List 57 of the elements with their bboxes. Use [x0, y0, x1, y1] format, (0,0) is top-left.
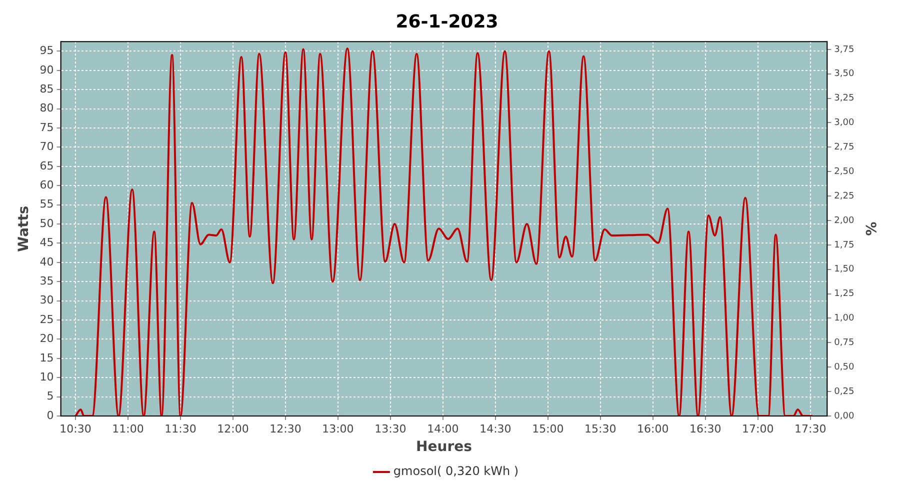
- x-tick-label: 16:00: [637, 422, 669, 436]
- x-tick-label: 14:30: [480, 422, 512, 436]
- y-tick-label: 75: [40, 120, 54, 134]
- y-axis-title: Watts: [16, 206, 32, 252]
- x-tick-label: 15:00: [532, 422, 564, 436]
- y-tick-label: 95: [40, 44, 54, 58]
- x-tick-label: 12:00: [217, 422, 249, 436]
- y2-tick-label: 2,25: [834, 191, 854, 202]
- y-tick-label: 20: [40, 332, 54, 346]
- y2-tick-label: 3,50: [834, 69, 854, 80]
- y-tick-label: 60: [40, 178, 54, 192]
- y-tick-label: 40: [40, 255, 54, 268]
- y2-tick-label: 3,25: [834, 94, 854, 104]
- y2-tick-label: 2,75: [834, 142, 854, 153]
- x-axis-title: Heures: [416, 439, 472, 456]
- chart-title: 26-1-2023: [396, 11, 498, 32]
- x-tick-label: 11:30: [164, 422, 196, 436]
- y2-tick-label: 0,00: [834, 411, 854, 422]
- y-tick-label: 80: [40, 102, 54, 115]
- x-tick-label: 14:00: [427, 422, 459, 436]
- y-tick-label: 5: [46, 390, 54, 403]
- y-tick-label: 65: [40, 159, 54, 172]
- y2-tick-label: 3,00: [834, 118, 854, 128]
- y-tick-label: 50: [40, 216, 54, 230]
- y-tick-label: 30: [40, 294, 54, 307]
- y-tick-label: 25: [40, 312, 54, 326]
- y-tick-label: 35: [40, 274, 54, 288]
- x-tick-label: 11:00: [112, 422, 144, 436]
- y-tick-label: 70: [40, 140, 54, 154]
- x-tick-label: 12:30: [270, 422, 302, 436]
- y-tick-label: 0: [46, 408, 54, 422]
- y-tick-label: 10: [40, 370, 54, 384]
- y2-tick-label: 2,00: [834, 216, 854, 226]
- x-tick-label: 13:30: [374, 422, 406, 436]
- y2-axis-title: %: [862, 222, 878, 236]
- x-tick-label: 16:30: [690, 422, 722, 436]
- y-tick-label: 15: [40, 351, 54, 364]
- y2-tick-label: 1,75: [834, 240, 854, 250]
- y-tick-label: 45: [40, 236, 54, 250]
- y2-tick-label: 1,50: [834, 264, 854, 275]
- legend-label: gmosol( 0,320 kWh ): [393, 464, 519, 478]
- x-tick-label: 15:30: [584, 422, 616, 436]
- y2-tick-label: 0,25: [834, 386, 854, 397]
- y2-tick-label: 3,75: [834, 44, 854, 55]
- y-tick-label: 55: [40, 198, 54, 211]
- y2-tick-label: 1,25: [834, 289, 854, 300]
- line-series: [74, 48, 814, 416]
- x-tick-label: 13:00: [322, 422, 354, 436]
- y-tick-label: 90: [40, 63, 54, 76]
- y2-tick-label: 1,00: [834, 314, 854, 324]
- x-tick-label: 10:30: [60, 422, 92, 436]
- y2-tick-label: 0,50: [834, 362, 854, 372]
- y-tick-label: 85: [40, 82, 54, 96]
- y2-tick-label: 2,50: [834, 166, 854, 177]
- y2-tick-label: 0,75: [834, 338, 854, 348]
- x-tick-label: 17:00: [742, 422, 774, 436]
- x-tick-label: 17:30: [794, 422, 826, 436]
